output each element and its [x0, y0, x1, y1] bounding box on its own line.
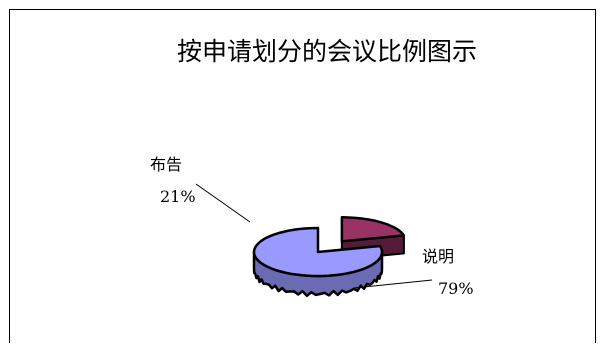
leader-line-shuoming — [353, 279, 433, 289]
pie-slice-shuoming — [252, 226, 384, 278]
label-layer: 布告 21% 说明 79% — [150, 155, 474, 298]
pie-layer — [252, 216, 406, 298]
leader-line-bugao — [195, 183, 251, 223]
slice-percent-shuoming: 79% — [438, 279, 474, 298]
slice-percent-bugao: 21% — [160, 187, 196, 206]
slice-label-bugao: 布告 — [150, 155, 182, 174]
chart-title: 按申请划分的会议比例图示 — [177, 37, 477, 66]
pie-slice-bugao — [340, 216, 406, 243]
slice-label-shuoming: 说明 — [422, 247, 454, 266]
